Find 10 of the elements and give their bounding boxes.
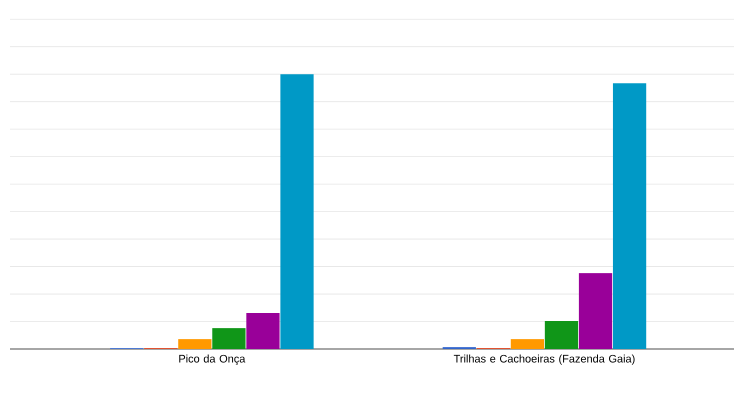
bar [612, 83, 646, 349]
bar [178, 339, 212, 349]
bar [510, 339, 544, 349]
bar [578, 273, 612, 349]
x-tick-label: Pico da Onça [179, 354, 246, 365]
bar [280, 74, 314, 349]
x-tick-label: Trilhas e Cachoeiras (Fazenda Gaia) [454, 354, 635, 365]
bar [544, 320, 578, 349]
bar [212, 328, 246, 349]
bar [246, 313, 280, 349]
